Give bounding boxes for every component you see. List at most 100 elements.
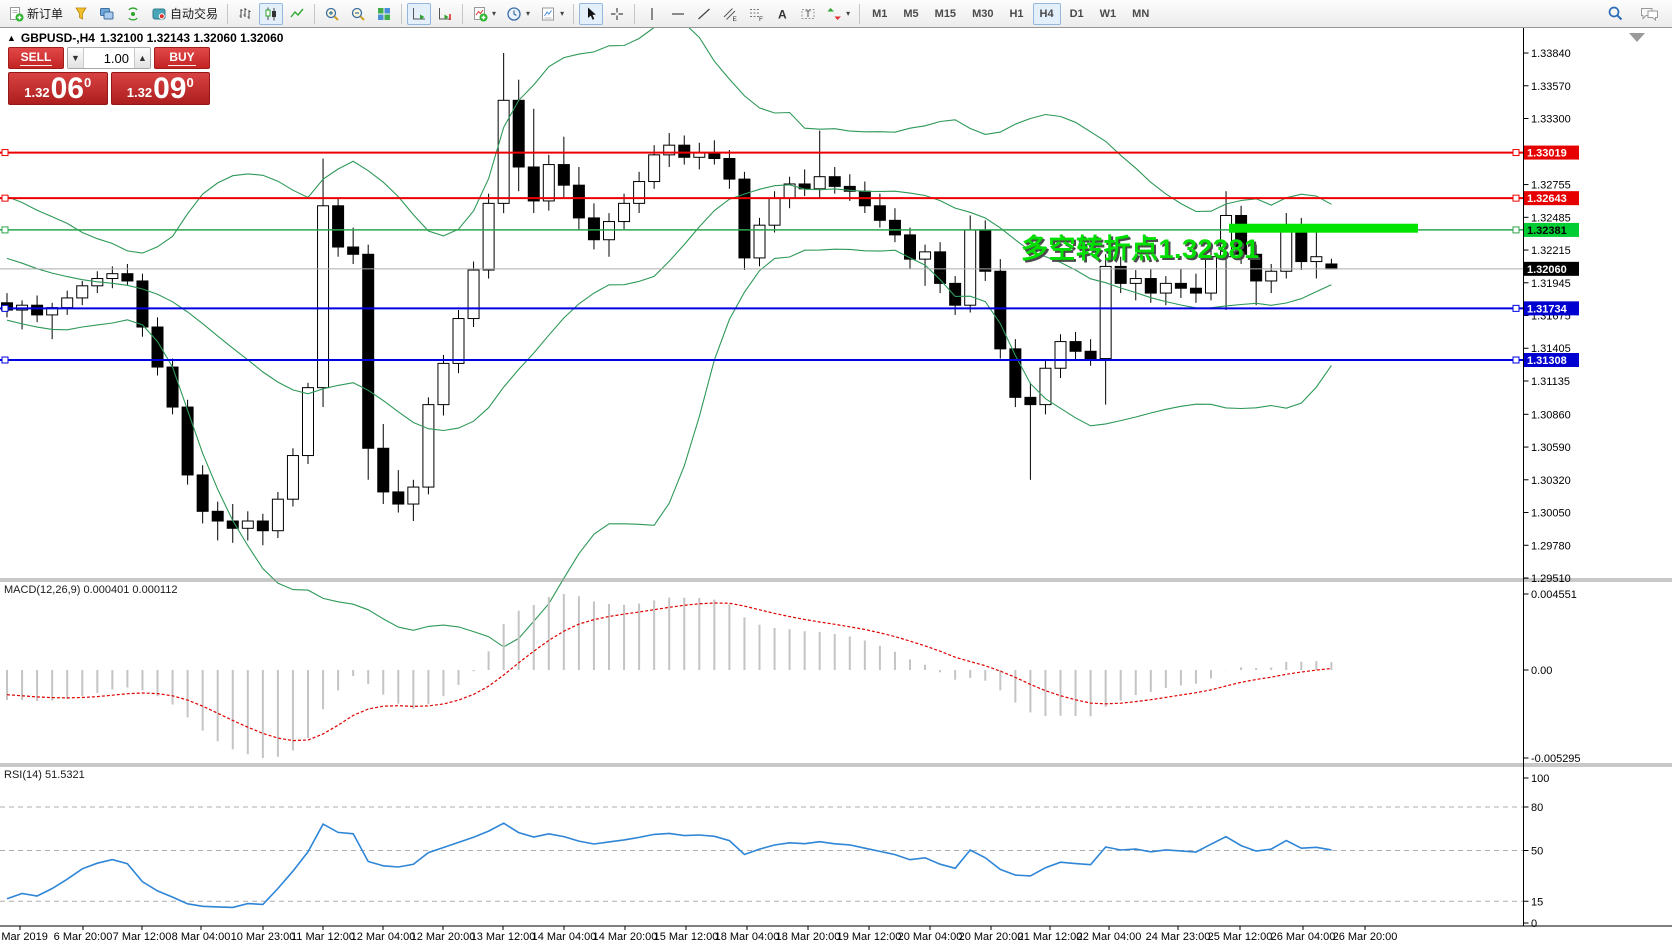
vline-icon (644, 6, 660, 22)
auto-trading-button[interactable]: 自动交易 (147, 3, 222, 25)
svg-text:15 Mar 12:00: 15 Mar 12:00 (654, 931, 719, 943)
trendline-button[interactable] (692, 3, 716, 25)
tiles-icon (376, 6, 392, 22)
ohlc-values: 1.32100 1.32143 1.32060 1.32060 (99, 31, 284, 45)
svg-text:50: 50 (1531, 846, 1543, 858)
sell-price-button[interactable]: 1.32 06 0 (8, 72, 108, 105)
text-button[interactable]: A (770, 3, 794, 25)
label-icon: T (800, 6, 816, 22)
price-axis[interactable]: 1.33840 1.33570 1.33300 1.32755 1.32485 1.322… (1523, 28, 1581, 930)
search-button[interactable] (1603, 3, 1628, 25)
svg-text:1.31308: 1.31308 (1527, 355, 1567, 367)
svg-text:F: F (759, 16, 763, 22)
timeframe-h4-button[interactable]: H4 (1032, 2, 1061, 25)
horizontal-line-button[interactable] (666, 3, 690, 25)
signal-icon (125, 6, 141, 22)
volume-input[interactable] (84, 48, 134, 68)
volume-decrease-button[interactable]: ▼ (68, 48, 84, 68)
chart-title: ▲ GBPUSD-,H4 1.32100 1.32143 1.32060 1.3… (7, 31, 283, 45)
tile-windows-button[interactable] (372, 3, 396, 25)
timeframe-d1-button[interactable]: D1 (1069, 7, 1084, 20)
chevron-down-icon: ▾ (846, 9, 851, 18)
svg-text:1.32215: 1.32215 (1531, 245, 1571, 257)
chevron-down-icon: ▾ (526, 9, 531, 18)
svg-text:7 Mar 12:00: 7 Mar 12:00 (113, 931, 172, 943)
svg-text:80: 80 (1531, 802, 1543, 814)
arrows-button[interactable]: ▾ (822, 3, 854, 25)
chat-icon (1640, 6, 1659, 22)
svg-text:1.29780: 1.29780 (1531, 540, 1571, 552)
svg-text:10 Mar 23:00: 10 Mar 23:00 (231, 931, 296, 943)
symbol-marker-icon: ▲ (7, 33, 16, 43)
svg-text:19 Mar 12:00: 19 Mar 12:00 (837, 931, 902, 943)
timeframe-w1-button[interactable]: W1 (1099, 7, 1117, 20)
svg-text:18 Mar 04:00: 18 Mar 04:00 (715, 931, 780, 943)
svg-text:1.33570: 1.33570 (1531, 81, 1571, 93)
line-chart-button[interactable] (285, 3, 309, 25)
fibonacci-button[interactable]: F (744, 3, 768, 25)
svg-text:1.30590: 1.30590 (1531, 442, 1571, 454)
timeframe-m15-button[interactable]: M15 (934, 7, 957, 20)
templates-button[interactable]: ▾ (536, 3, 568, 25)
pivot-annotation-text: 多空转折点1.32381 (1021, 234, 1260, 264)
monitor-icon (99, 6, 115, 22)
svg-text:1.31945: 1.31945 (1531, 278, 1571, 290)
main-toolbar: 新订单 自动交易 ▾ ▾ ▾ E F A T ▾ M1 M5 M15 M30 H1 H4 D1 W1 MN (0, 0, 1672, 28)
buy-price-big: 09 (153, 72, 187, 105)
signals-button[interactable] (121, 3, 145, 25)
new-order-button[interactable]: 新订单 (4, 3, 67, 25)
buy-button[interactable]: BUY (154, 47, 210, 69)
svg-text:13 Mar 12:00: 13 Mar 12:00 (471, 931, 536, 943)
periods-button[interactable]: ▾ (502, 3, 534, 25)
svg-text:25 Mar 12:00: 25 Mar 12:00 (1208, 931, 1273, 943)
candlestick-chart-button[interactable] (259, 2, 284, 25)
channel-icon: E (722, 6, 738, 22)
chevron-down-icon: ▾ (492, 9, 497, 18)
toolbar-separator (573, 3, 575, 24)
chevron-down-icon: ▾ (560, 9, 565, 18)
trend-icon (696, 6, 712, 22)
time-axis[interactable]: 5 Mar 2019 6 Mar 20:007 Mar 12:008 Mar 04… (0, 925, 1672, 943)
buy-price-prefix: 1.32 (126, 85, 153, 100)
volume-increase-button[interactable]: ▲ (134, 48, 150, 68)
svg-text:100: 100 (1531, 773, 1549, 785)
text-label-button[interactable]: T (796, 3, 820, 25)
crosshair-button[interactable] (605, 3, 629, 25)
timeframe-m1-button[interactable]: M1 (872, 7, 888, 20)
zoom-in-icon (324, 6, 340, 22)
svg-text:20 Mar 20:00: 20 Mar 20:00 (959, 931, 1024, 943)
hline-icon (670, 6, 686, 22)
chart-profiles-button[interactable] (69, 3, 93, 25)
chart-shift-button[interactable] (433, 3, 457, 25)
svg-text:22 Mar 04:00: 22 Mar 04:00 (1077, 931, 1142, 943)
toolbar-separator (401, 3, 403, 24)
sell-button[interactable]: SELL (8, 47, 64, 69)
svg-text:1.33019: 1.33019 (1527, 148, 1567, 160)
indicators-button[interactable]: ▾ (468, 3, 500, 25)
svg-text:-0.005295: -0.005295 (1531, 753, 1581, 765)
svg-text:A: A (778, 7, 787, 21)
bar-chart-button[interactable] (233, 3, 257, 25)
equidistant-channel-button[interactable]: E (718, 3, 742, 25)
buy-price-button[interactable]: 1.32 09 0 (110, 72, 210, 105)
zoom-in-button[interactable] (320, 3, 344, 25)
cursor-button[interactable] (579, 2, 604, 25)
timeframe-m5-button[interactable]: M5 (903, 7, 919, 20)
zoom-out-button[interactable] (346, 3, 370, 25)
timeframe-m30-button[interactable]: M30 (972, 7, 994, 20)
svg-text:12 Mar 04:00: 12 Mar 04:00 (351, 931, 416, 943)
toolbar-right-icons (1602, 3, 1664, 25)
svg-text:26 Mar 20:00: 26 Mar 20:00 (1333, 931, 1398, 943)
auto-scroll-button[interactable] (407, 2, 432, 25)
market-watch-button[interactable] (95, 3, 119, 25)
timeframe-h1-button[interactable]: H1 (1009, 7, 1024, 20)
timeframe-mn-button[interactable]: MN (1132, 7, 1150, 20)
vertical-line-button[interactable] (640, 3, 664, 25)
svg-text:6 Mar 20:00: 6 Mar 20:00 (54, 931, 113, 943)
svg-text:14 Mar 20:00: 14 Mar 20:00 (593, 931, 658, 943)
chat-button[interactable] (1636, 3, 1663, 25)
bollinger-bands (6, 18, 1332, 648)
chart-shift-marker[interactable] (1629, 33, 1645, 42)
cursor-icon (583, 6, 599, 22)
